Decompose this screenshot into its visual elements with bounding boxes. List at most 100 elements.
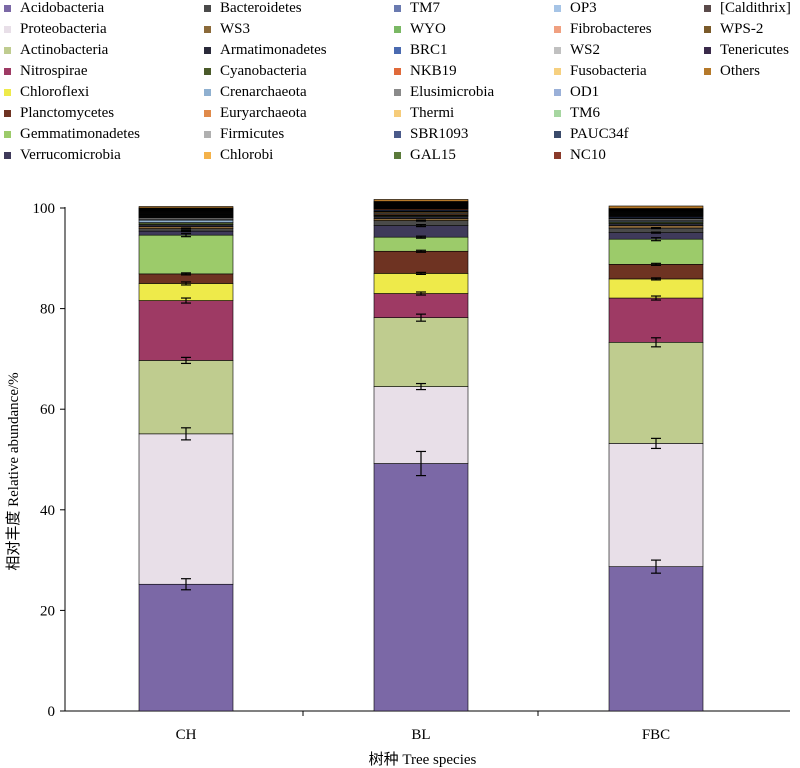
legend-swatch (554, 151, 561, 159)
legend-swatch (204, 25, 211, 33)
y-tick-label: 0 (48, 704, 56, 720)
legend-item: Verrucomicrobia (0, 145, 121, 165)
legend-swatch (394, 130, 401, 138)
legend-item: Fusobacteria (550, 61, 647, 81)
bar-segment (138, 300, 234, 361)
legend-label: Fibrobacteres (570, 20, 652, 37)
legend-item: Others (700, 61, 760, 81)
legend-swatch (704, 46, 711, 54)
legend-label: Chlorobi (220, 146, 274, 163)
legend-item: OD1 (550, 82, 599, 102)
legend-label: WS3 (220, 20, 250, 37)
legend-label: SBR1093 (410, 125, 469, 142)
legend-label: OP3 (570, 0, 597, 16)
y-tick-label: 60 (40, 402, 55, 418)
legend-swatch (704, 25, 711, 33)
legend-item: WPS-2 (700, 19, 763, 39)
legend-swatch (204, 88, 211, 96)
legend-swatch (4, 130, 11, 138)
legend-item: SBR1093 (390, 124, 468, 144)
legend-item: BRC1 (390, 40, 448, 60)
legend-swatch (704, 67, 711, 75)
legend-item: Tenericutes (700, 40, 789, 60)
legend-item: TM6 (550, 103, 600, 123)
legend-label: WYO (410, 20, 446, 37)
legend-label: Fusobacteria (570, 62, 647, 79)
bar-segment (138, 206, 234, 209)
legend-swatch (4, 4, 11, 12)
legend-swatch (394, 25, 401, 33)
legend-item: NC10 (550, 145, 606, 165)
legend-label: Euryarchaeota (220, 104, 307, 121)
legend-item: Elusimicrobia (390, 82, 494, 102)
legend-swatch (4, 109, 11, 117)
legend-item: PAUC34f (550, 124, 629, 144)
legend-swatch (554, 67, 561, 75)
legend-swatch (394, 109, 401, 117)
legend-label: Thermi (410, 104, 455, 121)
legend-label: Crenarchaeota (220, 83, 307, 100)
legend-swatch (204, 46, 211, 54)
legend-label: TM6 (570, 104, 600, 121)
legend-label: Bacteroidetes (220, 0, 302, 16)
bar-segment (138, 224, 234, 227)
y-axis-title: 相对丰度 Relative abundance/% (5, 372, 22, 570)
legend-label: BRC1 (410, 41, 448, 58)
legend-swatch (204, 109, 211, 117)
legend-item: Armatimonadetes (200, 40, 327, 60)
bar-segment (138, 583, 234, 712)
legend-swatch (394, 151, 401, 159)
legend-swatch (204, 4, 211, 12)
bar-segment (608, 566, 704, 712)
legend-item: Nitrospirae (0, 61, 87, 81)
legend-swatch (204, 151, 211, 159)
legend-label: Armatimonadetes (220, 41, 327, 58)
bar-segment (138, 219, 234, 223)
legend-item: Chloroflexi (0, 82, 89, 102)
legend-item: Actinobacteria (0, 40, 108, 60)
x-tick-label: BL (411, 727, 430, 743)
legend-swatch (4, 67, 11, 75)
y-tick-label: 80 (40, 302, 55, 318)
legend-item: OP3 (550, 0, 597, 18)
legend-swatch (554, 109, 561, 117)
legend-swatch (4, 151, 11, 159)
legend-label: [Caldithrix] (720, 0, 791, 16)
legend-swatch (554, 130, 561, 138)
legend-label: Verrucomicrobia (20, 146, 121, 163)
bar-segment (608, 223, 704, 226)
legend-label: Nitrospirae (20, 62, 88, 79)
bar-segment (373, 199, 469, 202)
legend-item: WS3 (200, 19, 250, 39)
legend-item: TM7 (390, 0, 440, 18)
bar-segment (373, 317, 469, 387)
bar-segment (373, 463, 469, 712)
bar-segment (608, 443, 704, 567)
bar-segment (608, 264, 704, 280)
legend-label: Others (720, 62, 760, 79)
x-axis-title: 树种 Tree species (369, 751, 477, 768)
legend-item: GAL15 (390, 145, 456, 165)
bar-segment (608, 278, 704, 299)
legend-label: WS2 (570, 41, 600, 58)
chart-legend: Acidobacteria Proteobacteria Actinobacteri… (0, 0, 800, 175)
legend-label: Proteobacteria (20, 20, 107, 37)
legend-swatch (204, 67, 211, 75)
legend-label: Planctomycetes (20, 104, 115, 121)
legend-swatch (394, 4, 401, 12)
legend-swatch (4, 88, 11, 96)
legend-label: Firmicutes (220, 125, 285, 142)
legend-swatch (554, 46, 561, 54)
legend-item: Planctomycetes (0, 103, 114, 123)
legend-item: Bacteroidetes (200, 0, 302, 18)
bar-segment (373, 216, 469, 219)
legend-swatch (394, 88, 401, 96)
bar-segment (373, 386, 469, 464)
legend-label: OD1 (570, 83, 600, 100)
legend-label: NC10 (570, 146, 606, 163)
bar-segment (608, 297, 704, 343)
bar-segment (373, 273, 469, 294)
bar-segment (373, 250, 469, 274)
bar-segment (138, 222, 234, 225)
bar-segment (373, 225, 469, 238)
